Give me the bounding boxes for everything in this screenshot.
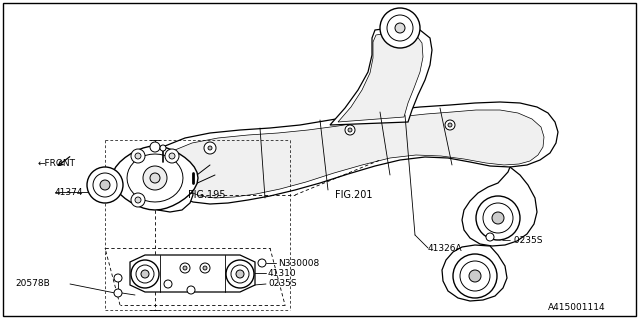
Text: A415001114: A415001114 [548, 303, 605, 313]
Circle shape [164, 280, 172, 288]
Text: 41374: 41374 [55, 188, 83, 196]
Circle shape [486, 233, 494, 241]
Text: FIG.195: FIG.195 [188, 190, 225, 200]
Circle shape [448, 123, 452, 127]
Circle shape [345, 125, 355, 135]
Circle shape [460, 261, 490, 291]
Circle shape [200, 263, 210, 273]
Circle shape [135, 153, 141, 159]
Text: 0235S: 0235S [268, 279, 296, 289]
Circle shape [231, 265, 249, 283]
Text: 41326A: 41326A [428, 244, 463, 252]
Polygon shape [330, 28, 432, 125]
Polygon shape [442, 245, 507, 301]
Circle shape [165, 149, 179, 163]
Circle shape [141, 270, 149, 278]
Circle shape [135, 197, 141, 203]
Text: N330008: N330008 [278, 259, 319, 268]
Polygon shape [112, 146, 198, 210]
Circle shape [114, 274, 122, 282]
Circle shape [492, 212, 504, 224]
Polygon shape [138, 155, 193, 212]
Polygon shape [159, 102, 558, 204]
Circle shape [380, 8, 420, 48]
Circle shape [187, 286, 195, 294]
Polygon shape [462, 167, 537, 246]
Circle shape [445, 120, 455, 130]
Circle shape [93, 173, 117, 197]
Circle shape [100, 180, 110, 190]
Circle shape [150, 142, 160, 152]
Text: 41310: 41310 [268, 268, 296, 277]
Circle shape [453, 254, 497, 298]
Polygon shape [338, 33, 423, 122]
Text: ←FRONT: ←FRONT [38, 158, 76, 167]
Text: FIG.201: FIG.201 [335, 190, 372, 200]
Circle shape [180, 263, 190, 273]
Circle shape [208, 146, 212, 150]
Circle shape [258, 259, 266, 267]
Circle shape [160, 145, 166, 151]
Circle shape [183, 266, 187, 270]
Circle shape [387, 15, 413, 41]
Text: — 0235S: — 0235S [502, 236, 543, 244]
Polygon shape [127, 154, 183, 202]
Circle shape [150, 173, 160, 183]
Polygon shape [130, 255, 255, 292]
Circle shape [143, 166, 167, 190]
Circle shape [348, 128, 352, 132]
Circle shape [131, 193, 145, 207]
Circle shape [87, 167, 123, 203]
Circle shape [483, 203, 513, 233]
Circle shape [131, 260, 159, 288]
Circle shape [226, 260, 254, 288]
Circle shape [114, 289, 122, 297]
Polygon shape [170, 110, 544, 198]
Text: 20578B: 20578B [15, 279, 50, 289]
Circle shape [169, 153, 175, 159]
Circle shape [469, 270, 481, 282]
Circle shape [131, 149, 145, 163]
Circle shape [204, 142, 216, 154]
Circle shape [395, 23, 405, 33]
Circle shape [136, 265, 154, 283]
Circle shape [203, 266, 207, 270]
Circle shape [236, 270, 244, 278]
Circle shape [476, 196, 520, 240]
